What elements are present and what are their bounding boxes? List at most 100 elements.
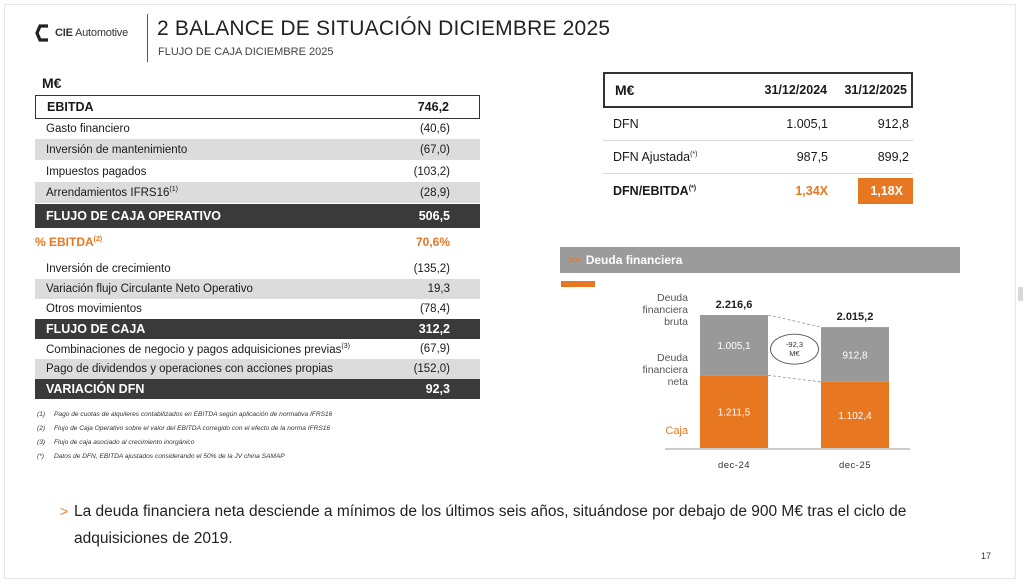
x-tick-label: dec-25: [839, 460, 871, 471]
cashflow-row: Otros movimientos (78,4): [35, 299, 480, 319]
debt-value-2024: 987,5: [796, 150, 828, 164]
logo-mark-icon: [35, 24, 48, 42]
cashflow-row: Arrendamientos IFRS16(1) (28,9): [35, 182, 480, 203]
connector-line: [767, 314, 822, 328]
cashflow-row-value: (67,0): [419, 143, 450, 156]
cashflow-row-label: EBITDA: [47, 100, 94, 114]
footnote: (3) Flujo de caja asociado al crecimiento…: [37, 439, 195, 446]
debt-row-label: DFN Ajustada(*): [613, 150, 698, 164]
debt-chart: 1.211,5 1.005,1 2.216,6 dec-24 1.102,4 912,8 2…: [642, 292, 910, 471]
cashflow-row-value: 746,2: [417, 100, 449, 114]
data-label-caja: 1.211,5: [718, 408, 751, 419]
page-title: 2 BALANCE DE SITUACIÓN DICIEMBRE 2025: [157, 17, 611, 40]
debt-value-2025: 899,2: [877, 150, 909, 164]
cashflow-row: % EBITDA(2) 70,6%: [35, 230, 480, 254]
footnote: (*) Datos de DFN, EBITDA ajustados consid…: [37, 453, 285, 460]
header-divider: [147, 14, 148, 62]
cashflow-row: Variación flujo Circulante Neto Operativ…: [35, 279, 480, 299]
cashflow-row-label: Gasto financiero: [46, 122, 130, 135]
cashflow-row: FLUJO DE CAJA 312,2: [35, 319, 480, 339]
footnote: (2) Flujo de Caja Operativo sobre el valo…: [37, 425, 331, 432]
debt-section-title: Deuda financiera: [585, 253, 683, 267]
conclusion-bullet: > La deuda financiera neta desciende a m…: [60, 498, 980, 552]
cashflow-row: EBITDA 746,2: [35, 95, 480, 119]
cashflow-row: Pago de dividendos y operaciones con acc…: [35, 359, 480, 379]
debt-row-dfn-ebitda: DFN/EBITDA(*) 1,34X 1,18X: [603, 174, 913, 207]
cashflow-row-value: (28,9): [419, 186, 450, 199]
data-label-deuda-neta: 912,8: [842, 350, 867, 361]
row-label-deuda-bruta: financiera: [642, 304, 688, 316]
data-label-total: 2.216,6: [716, 299, 753, 311]
logo-wordmark: CIE Automotive: [55, 27, 129, 39]
cashflow-row-label: Combinaciones de negocio y pagos adquisi…: [46, 342, 350, 356]
cashflow-row-value: (135,2): [413, 263, 450, 275]
cashflow-row: Inversión de crecimiento (135,2): [35, 259, 480, 279]
cashflow-row-label: Pago de dividendos y operaciones con acc…: [46, 363, 334, 375]
debt-row-dfn: DFN 1.005,1 912,8: [603, 108, 913, 141]
debt-value-2024: 1.005,1: [786, 117, 828, 131]
cashflow-row-value: 70,6%: [415, 235, 450, 249]
annotation-text: -92,3: [786, 340, 803, 349]
cashflow-row-label: FLUJO DE CAJA OPERATIVO: [46, 209, 222, 223]
cashflow-row-label: Inversión de mantenimiento: [46, 143, 188, 156]
row-label-caja: Caja: [665, 425, 689, 437]
cashflow-row-value: (78,4): [419, 303, 450, 315]
cashflow-row-label: VARIACIÓN DFN: [46, 382, 145, 396]
debt-row-label: DFN: [613, 117, 639, 131]
cashflow-row-label: Otros movimientos: [46, 303, 142, 315]
bar-segment-caja: [821, 381, 889, 448]
cashflow-row-label: FLUJO DE CAJA: [46, 322, 146, 336]
bar-segment-caja: [700, 375, 768, 448]
company-logo: CIE Automotive: [35, 24, 128, 42]
cashflow-row: Inversión de mantenimiento (67,0): [35, 139, 480, 160]
bar-segment-deuda-neta: [821, 327, 889, 382]
debt-row-dfn-ajustada: DFN Ajustada(*) 987,5 899,2: [603, 141, 913, 174]
x-tick-label: dec-24: [718, 460, 750, 471]
data-label-deuda-neta: 1.005,1: [717, 341, 751, 352]
footnote: (1) Pago de cuotas de alquileres contabil…: [37, 411, 333, 418]
cashflow-row-value: 506,5: [418, 209, 450, 223]
scrollbar-handle[interactable]: [1018, 287, 1023, 301]
cashflow-row: VARIACIÓN DFN 92,3: [35, 379, 480, 399]
debt-section-header: >> Deuda financiera: [560, 247, 960, 273]
cashflow-row-label: Inversión de crecimiento: [46, 263, 171, 275]
debt-value-2025-cell: 1,18X: [828, 177, 913, 204]
connector-line: [767, 374, 822, 383]
row-label-deuda-bruta: bruta: [664, 316, 688, 328]
annotation-text: M€: [789, 349, 800, 358]
debt-table-unit: M€: [615, 82, 635, 98]
debt-value-2025: 912,8: [877, 117, 909, 131]
bar-segment-deuda-neta: [700, 315, 768, 376]
cashflow-row: Gasto financiero (40,6): [35, 118, 480, 139]
footnotes: (1) Pago de cuotas de alquileres contabil…: [37, 408, 332, 464]
cashflow-row-value: (103,2): [413, 165, 450, 178]
debt-table-col-2024: 31/12/2024: [764, 83, 828, 97]
debt-value-2024: 1,34X: [795, 183, 828, 198]
cashflow-row: Impuestos pagados (103,2): [35, 161, 480, 182]
cashflow-row-label: Impuestos pagados: [46, 165, 147, 178]
cashflow-row: Combinaciones de negocio y pagos adquisi…: [35, 339, 480, 359]
debt-table-header: M€ 31/12/2024 31/12/2025: [603, 72, 913, 108]
slide-frame: [4, 4, 1016, 579]
orange-accent-bar: [561, 281, 595, 287]
cashflow-row-label: Variación flujo Circulante Neto Operativ…: [46, 283, 253, 295]
debt-table-col-2025: 31/12/2025: [844, 83, 907, 97]
page-number: 17: [981, 551, 992, 561]
cashflow-row-value: 19,3: [427, 283, 450, 295]
data-label-caja: 1.102,4: [838, 411, 872, 422]
conclusion-text: La deuda financiera neta desciende a mín…: [74, 503, 907, 547]
debt-row-label: DFN/EBITDA(*): [613, 183, 697, 198]
cashflow-row-label: % EBITDA(2): [35, 235, 103, 249]
double-chevron-icon: >>: [568, 254, 580, 266]
page-subtitle: FLUJO DE CAJA DICIEMBRE 2025: [158, 46, 334, 58]
cashflow-row-value: 92,3: [425, 382, 450, 396]
cashflow-row-value: (152,0): [413, 363, 450, 375]
cashflow-row-value: 312,2: [418, 322, 450, 336]
cashflow-unit-label: M€: [42, 75, 62, 91]
chevron-right-icon: >: [60, 503, 69, 519]
annotation-ellipse: [770, 333, 819, 365]
cashflow-row-value: (40,6): [419, 122, 450, 135]
row-label-deuda-bruta: Deuda: [657, 292, 688, 304]
cashflow-row: FLUJO DE CAJA OPERATIVO 506,5: [35, 204, 480, 228]
row-label-deuda-neta: neta: [668, 376, 689, 388]
